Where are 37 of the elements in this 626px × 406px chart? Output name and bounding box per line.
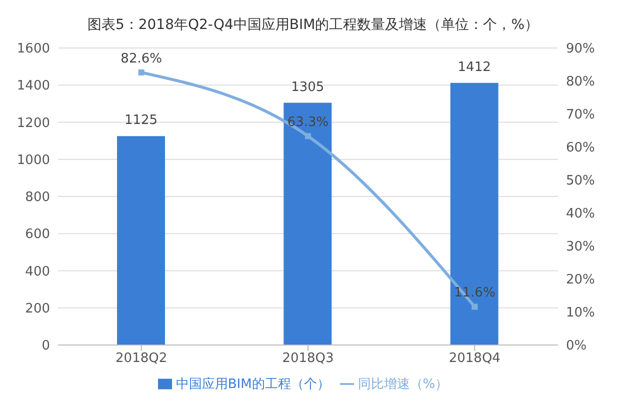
x-tick-label: 2018Q2 [116, 351, 168, 366]
bar [450, 82, 498, 345]
x-tick-label: 2018Q3 [282, 351, 334, 366]
y-tick-label: 0 [42, 338, 50, 354]
y-tick-label: 800 [25, 190, 50, 206]
data-label: 1305 [291, 80, 324, 95]
x-tick-label: 2018Q4 [448, 351, 500, 366]
y2-tick-label: 70% [566, 108, 595, 123]
data-label: 1412 [458, 60, 491, 75]
y-tick-label: 200 [25, 301, 50, 316]
y-tick-label: 1200 [16, 116, 50, 131]
y2-tick-label: 50% [566, 174, 595, 189]
y2-tick-label: 80% [566, 74, 595, 90]
y-tick-label: 400 [25, 264, 50, 280]
data-label: 82.6% [120, 51, 162, 66]
y-tick-label: 1600 [16, 42, 50, 57]
y-tick-label: 600 [25, 227, 50, 242]
y2-tick-label: 20% [566, 272, 595, 288]
bar [284, 102, 332, 345]
y2-tick-label: 10% [566, 306, 595, 321]
chart-title: 图表5：2018年Q2-Q4中国应用BIM的工程数量及增速（单位：个，%） [86, 16, 540, 35]
y2-tick-label: 60% [566, 140, 595, 156]
y2-tick-label: 30% [566, 240, 595, 255]
y2-tick-label: 0% [566, 338, 587, 354]
y-tick-label: 1000 [16, 152, 50, 168]
y-tick-label: 1400 [16, 78, 50, 94]
legend-label: 同比增速（%） [358, 377, 448, 392]
data-label: 11.6% [454, 286, 496, 301]
point [138, 69, 144, 76]
point [305, 133, 311, 140]
point [472, 304, 478, 310]
data-label: 1125 [124, 113, 158, 128]
y2-tick-label: 90% [566, 42, 595, 57]
data-label: 63.3% [287, 115, 329, 130]
y2-tick-label: 40% [566, 206, 595, 222]
bar [117, 136, 165, 345]
legend-label: 中国应用BIM的工程（个） [176, 377, 330, 392]
